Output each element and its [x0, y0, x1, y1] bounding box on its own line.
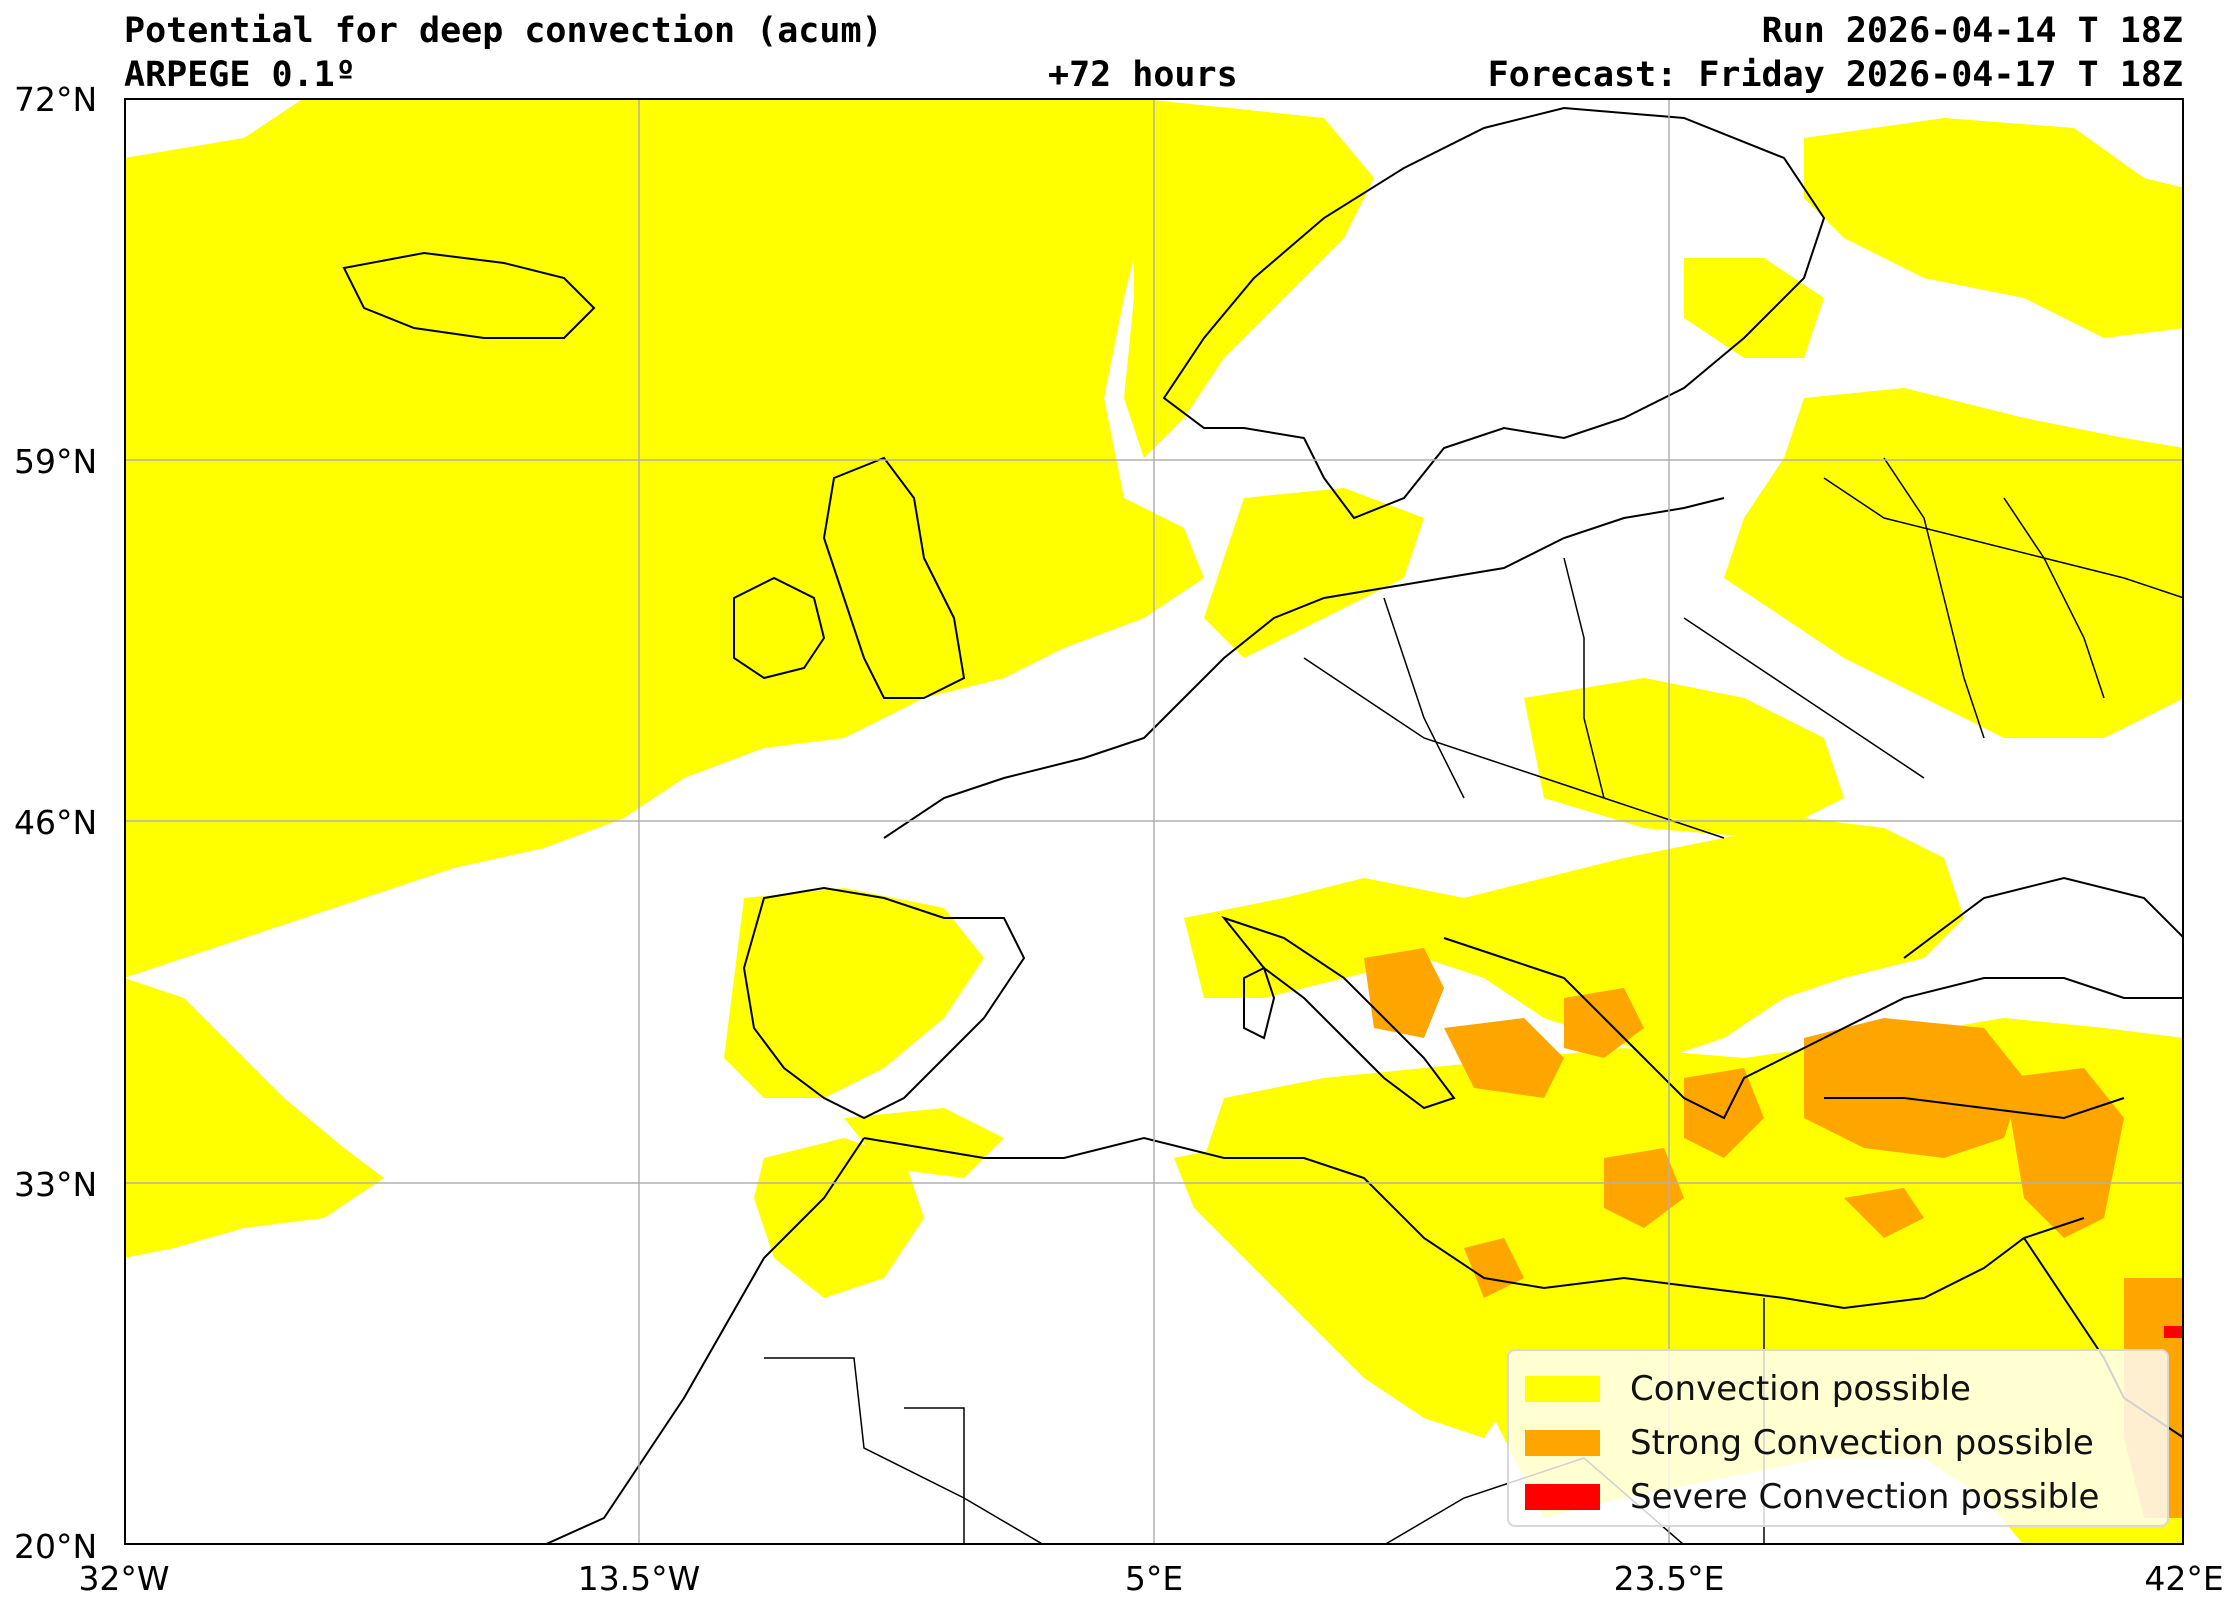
legend-swatch-yellow [1525, 1376, 1600, 1402]
model-label: ARPEGE 0.1º [124, 55, 356, 95]
x-tick-label: 42°E [2144, 1559, 2224, 1598]
legend-item-severe-convection: Severe Convection possible [1525, 1477, 2099, 1517]
map-title: Potential for deep convection (acum) [124, 11, 883, 51]
legend-swatch-red [1525, 1484, 1600, 1510]
y-tick-label: 59°N [14, 442, 98, 481]
y-tick-label: 33°N [14, 1165, 98, 1204]
x-tick-label: 23.5°E [1613, 1559, 1725, 1598]
x-tick-label: 32°W [78, 1559, 170, 1598]
gridlines [124, 98, 2184, 1545]
legend-swatch-orange [1525, 1430, 1600, 1456]
legend: Convection possible Strong Convection po… [1507, 1349, 2169, 1527]
severe-convection-areas [2164, 1326, 2184, 1338]
forecast-label: Forecast: Friday 2026-04-17 T 18Z [1487, 55, 2183, 95]
x-tick-label: 5°E [1124, 1559, 1184, 1598]
y-tick-label: 72°N [14, 80, 98, 119]
x-tick-label: 13.5°W [577, 1559, 701, 1598]
legend-label: Severe Convection possible [1630, 1477, 2100, 1517]
legend-item-strong-convection: Strong Convection possible [1525, 1423, 2094, 1463]
lead-time-label: +72 hours [1048, 55, 1238, 95]
run-label: Run 2026-04-14 T 18Z [1761, 11, 2183, 51]
map-frame [124, 98, 2184, 1545]
y-tick-label: 46°N [14, 803, 98, 842]
legend-item-convection: Convection possible [1525, 1369, 1971, 1409]
y-tick-label: 20°N [14, 1527, 98, 1566]
convection-map [124, 98, 2184, 1545]
legend-label: Strong Convection possible [1630, 1423, 2094, 1463]
legend-label: Convection possible [1630, 1369, 1971, 1409]
